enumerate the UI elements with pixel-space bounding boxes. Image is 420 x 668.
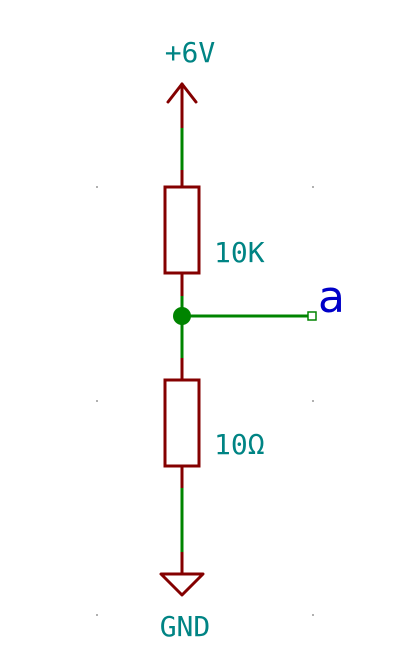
net-label: a — [318, 272, 345, 323]
ground-symbol — [159, 552, 205, 597]
resistor-top-value: 10K — [214, 236, 265, 269]
power-arrow-symbol — [166, 82, 198, 130]
grid-dots — [96, 186, 314, 616]
resistor-bottom — [163, 358, 201, 488]
net-label-connector — [307, 311, 317, 321]
resistor-bottom-value: 10Ω — [214, 428, 265, 461]
junction-dot — [173, 307, 191, 325]
power-label: +6V — [165, 36, 216, 69]
wires — [180, 128, 308, 552]
resistor-top — [163, 170, 201, 296]
ground-label: GND — [160, 610, 211, 643]
